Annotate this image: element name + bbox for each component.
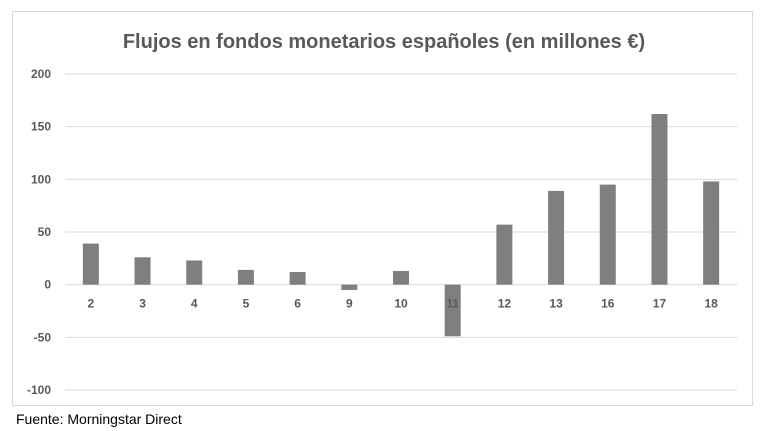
- bar-18: [703, 181, 720, 285]
- y-tick-label: 0: [44, 278, 51, 292]
- x-tick-label: 16: [601, 297, 615, 311]
- bar-11: [444, 284, 461, 337]
- x-tick-label: 2: [88, 297, 95, 311]
- x-tick-label: 9: [346, 297, 353, 311]
- bar-3: [134, 257, 151, 285]
- y-tick-label: 150: [31, 120, 51, 134]
- x-tick-label: 17: [653, 297, 667, 311]
- bar-5: [237, 269, 254, 285]
- x-tick-label: 6: [294, 297, 301, 311]
- x-tick-label: 5: [243, 297, 250, 311]
- source-note: Fuente: Morningstar Direct: [16, 411, 182, 427]
- x-tick-label: 3: [139, 297, 146, 311]
- x-tick-label: 4: [191, 297, 198, 311]
- bar-10: [393, 270, 409, 285]
- bar-17: [651, 114, 668, 285]
- gridlines: [65, 73, 737, 391]
- bar-6: [289, 272, 306, 285]
- y-tick-label: 50: [38, 225, 52, 239]
- y-tick-label: 200: [31, 67, 51, 81]
- x-axis-ticks: 2 3 4 5 6 9 10 11 12 13 16 17 18: [88, 297, 719, 311]
- chart-container: Flujos en fondos monetarios españoles (e…: [12, 11, 753, 406]
- bar-13: [548, 190, 565, 285]
- bar-4: [186, 260, 203, 285]
- x-tick-label: 10: [394, 297, 408, 311]
- bar-2: [82, 243, 99, 285]
- x-tick-label: 11: [446, 297, 459, 311]
- y-axis-ticks: 200 150 100 50 0 -50 -100: [27, 67, 51, 397]
- bar-12: [496, 224, 513, 285]
- x-tick-label: 13: [549, 297, 563, 311]
- bar-chart: Flujos en fondos monetarios españoles (e…: [27, 31, 737, 397]
- chart-title: Flujos en fondos monetarios españoles (e…: [123, 31, 645, 53]
- y-tick-label: -50: [34, 330, 52, 344]
- bar-16: [599, 184, 616, 285]
- bars: [82, 114, 720, 337]
- x-tick-label: 18: [704, 297, 718, 311]
- y-tick-label: -100: [27, 383, 51, 397]
- bar-9: [341, 284, 358, 290]
- x-tick-label: 12: [498, 297, 512, 311]
- y-tick-label: 100: [31, 172, 51, 186]
